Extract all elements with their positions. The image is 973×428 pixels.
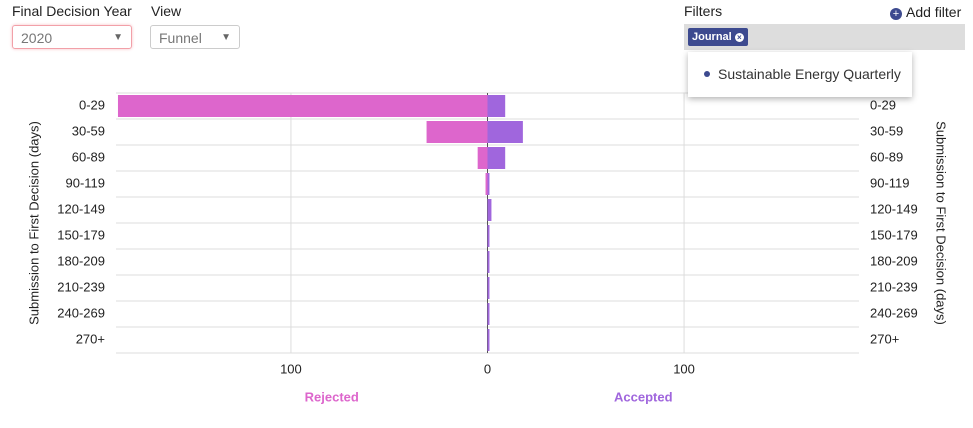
x-tick-label: 0 xyxy=(484,361,491,376)
y-tick-label: 60-89 xyxy=(72,149,105,164)
bar xyxy=(117,95,488,117)
y-tick-label-right: 30-59 xyxy=(870,123,903,138)
legend-label: Rejected xyxy=(305,389,359,404)
view-label: View xyxy=(151,3,182,19)
y-tick-label: 270+ xyxy=(76,331,105,346)
legend-label: Accepted xyxy=(614,389,673,404)
bar xyxy=(487,329,490,351)
y-tick-label: 90-119 xyxy=(65,175,105,190)
y-tick-label-right: 0-29 xyxy=(870,97,896,112)
bar xyxy=(485,173,488,195)
y-tick-label-right: 180-209 xyxy=(870,253,918,268)
bar xyxy=(487,251,490,273)
view-select[interactable]: Funnel ▼ xyxy=(150,25,240,49)
y-tick-label-right: 240-269 xyxy=(870,305,918,320)
y-tick-label: 30-59 xyxy=(72,123,105,138)
year-label: Final Decision Year xyxy=(12,3,132,19)
chip-text: Journal xyxy=(692,31,732,43)
view-value: Funnel xyxy=(159,30,202,46)
add-filter-text: Add filter xyxy=(906,4,962,20)
x-tick-label: 100 xyxy=(280,361,302,376)
add-filter[interactable]: + Add filter xyxy=(890,4,961,20)
bar xyxy=(426,121,488,143)
y-axis-title-right: Submission to First Decision (days) xyxy=(934,121,949,325)
y-tick-label-right: 120-149 xyxy=(870,201,918,216)
bar xyxy=(487,199,492,221)
x-tick-label: 100 xyxy=(673,361,695,376)
bar xyxy=(477,147,488,169)
filter-option[interactable]: Sustainable Energy Quarterly xyxy=(718,66,901,82)
y-tick-label-right: 90-119 xyxy=(870,175,910,190)
y-tick-label-right: 150-179 xyxy=(870,227,918,242)
filter-dropdown: Sustainable Energy Quarterly xyxy=(688,52,912,97)
bar xyxy=(487,173,490,195)
year-value: 2020 xyxy=(21,30,53,46)
bar xyxy=(487,95,506,117)
filter-chip[interactable]: Journal × xyxy=(688,28,748,46)
y-tick-label-right: 270+ xyxy=(870,331,899,346)
y-tick-label: 120-149 xyxy=(57,201,105,216)
y-tick-label-right: 210-239 xyxy=(870,279,918,294)
y-tick-label: 0-29 xyxy=(79,97,105,112)
year-select[interactable]: 2020 ▼ xyxy=(12,25,132,49)
bar xyxy=(487,277,490,299)
bar xyxy=(487,225,490,247)
y-tick-label: 180-209 xyxy=(57,253,105,268)
bar xyxy=(487,121,523,143)
y-tick-label: 210-239 xyxy=(57,279,105,294)
y-tick-label-right: 60-89 xyxy=(870,149,903,164)
y-tick-label: 240-269 xyxy=(57,305,105,320)
bar xyxy=(487,303,490,325)
y-axis-title: Submission to First Decision (days) xyxy=(26,121,41,325)
bar xyxy=(487,147,506,169)
filters-label: Filters xyxy=(684,3,723,19)
y-tick-label: 150-179 xyxy=(57,227,105,242)
